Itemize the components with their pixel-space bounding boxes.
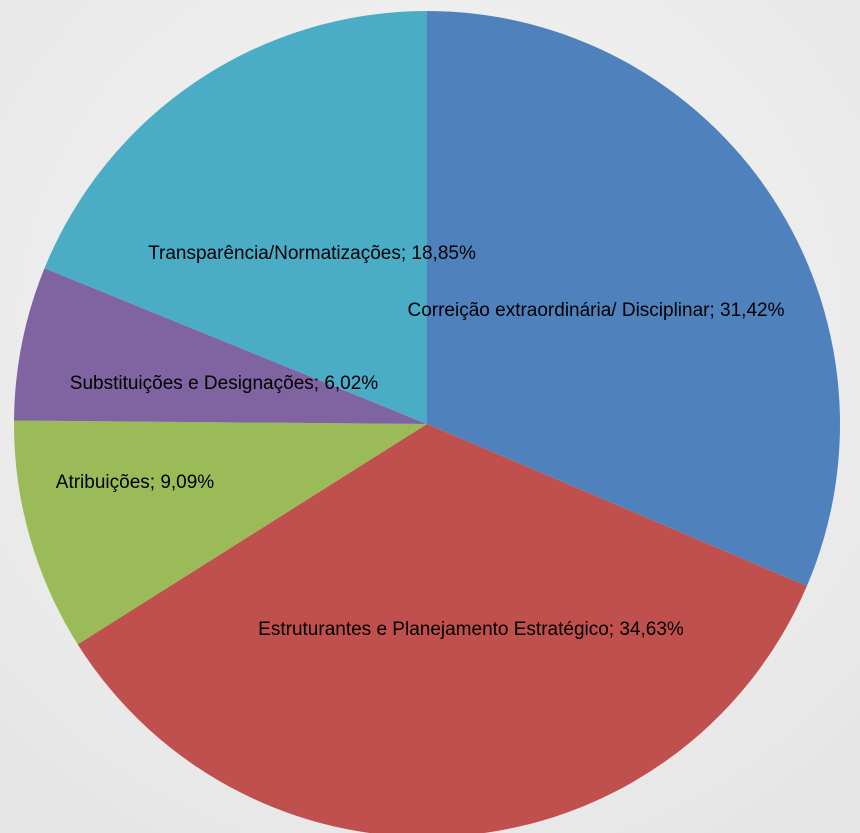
pie-slice bbox=[427, 11, 841, 587]
data-label: Estruturantes e Planejamento Estratégico… bbox=[258, 619, 684, 640]
pie-slice bbox=[44, 11, 428, 424]
labels: Correição extraordinária/ Disciplinar; 3… bbox=[56, 243, 785, 640]
data-label: Correição extraordinária/ Disciplinar; 3… bbox=[407, 300, 784, 321]
data-label: Atribuições; 9,09% bbox=[56, 472, 215, 493]
pie-slice bbox=[77, 424, 807, 833]
data-label: Transparência/Normatizações; 18,85% bbox=[148, 243, 476, 264]
pie bbox=[13, 11, 841, 833]
data-label: Substituições e Designações; 6,02% bbox=[70, 373, 379, 394]
pie-slice bbox=[13, 420, 427, 645]
pie-slice bbox=[14, 268, 427, 424]
